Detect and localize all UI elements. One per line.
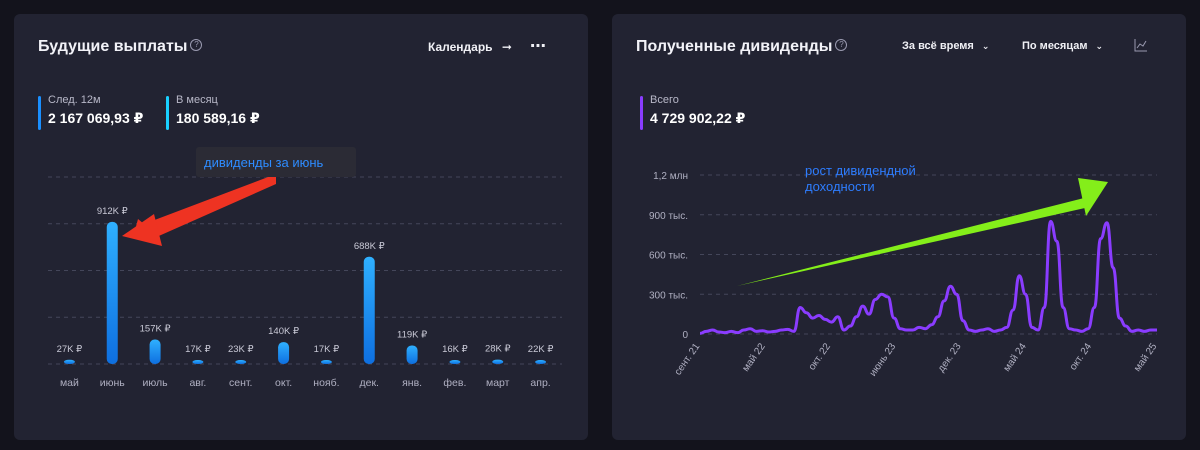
- panel-title: Полученные дивиденды?: [636, 38, 848, 56]
- period-dropdown[interactable]: За всё время ⌄: [902, 40, 989, 52]
- stat-marker: [38, 96, 41, 130]
- y-tick-label: 900 тыс.: [649, 211, 688, 222]
- grouping-dropdown-value: По месяцам: [1022, 40, 1088, 52]
- bar: [63, 359, 75, 364]
- stat-value: 180 589,16 ₽: [176, 110, 260, 126]
- annotation-box: [196, 147, 356, 177]
- bar: [106, 221, 118, 364]
- bar: [320, 360, 332, 364]
- stat-marker: [166, 96, 169, 130]
- help-icon[interactable]: ?: [835, 39, 848, 51]
- bar-data-label: 140K ₽: [268, 326, 299, 337]
- x-tick-label: май 24: [1002, 341, 1030, 374]
- red-arrow: [134, 174, 276, 239]
- x-tick-label: окт. 22: [807, 341, 834, 372]
- bar-data-label: 157K ₽: [140, 324, 171, 335]
- bar-data-label: 28K ₽: [485, 344, 511, 355]
- bar-data-label: 688K ₽: [354, 241, 385, 252]
- future-payments-panel: Будущие выплаты? Календарь ➞ ⋯ След. 12м…: [14, 14, 588, 440]
- grouping-dropdown[interactable]: По месяцам ⌄: [1022, 40, 1103, 52]
- green-arrow-head: [1078, 178, 1108, 216]
- bar: [406, 345, 418, 364]
- y-tick-label: 1,2 млн: [653, 171, 688, 182]
- stat-value: 2 167 069,93 ₽: [48, 110, 144, 126]
- line-chart-icon-glyph: [1134, 39, 1147, 52]
- x-tick-label: июль: [143, 377, 169, 389]
- stat-label: В месяц: [176, 94, 218, 106]
- bar-data-label: 22K ₽: [528, 344, 554, 355]
- x-tick-label: июнь 23: [868, 341, 899, 379]
- bar: [192, 360, 204, 364]
- x-tick-label: май 22: [740, 341, 768, 374]
- annotation-growth: рост дивидендной доходности: [805, 163, 916, 194]
- y-tick-label: 300 тыс.: [649, 290, 688, 301]
- x-tick-label: апр.: [530, 377, 550, 389]
- line-chart-icon[interactable]: [1134, 38, 1148, 55]
- x-tick-label: март: [486, 377, 510, 389]
- chevron-down-icon: ⌄: [1095, 41, 1104, 51]
- x-tick-label: сент. 21: [673, 341, 703, 377]
- received-dividends-panel: Полученные дивиденды? За всё время ⌄ По …: [612, 14, 1186, 440]
- calendar-label: Календарь: [428, 40, 493, 54]
- x-tick-label: окт. 24: [1068, 341, 1095, 372]
- stat-marker: [640, 96, 643, 130]
- dividends-line: [699, 219, 1157, 335]
- bar-data-label: 27K ₽: [57, 344, 83, 355]
- calendar-button[interactable]: Календарь ➞: [428, 40, 512, 54]
- bar: [363, 256, 375, 364]
- panel-title-text: Полученные дивиденды: [636, 38, 833, 55]
- panel-title-text: Будущие выплаты: [38, 38, 188, 55]
- chevron-down-icon: ⌄: [981, 41, 990, 51]
- bar: [449, 360, 461, 364]
- x-tick-label: авг.: [189, 377, 206, 389]
- panel-title: Будущие выплаты?: [38, 38, 203, 56]
- x-tick-label: июнь: [100, 377, 126, 389]
- bar-data-label: 912K ₽: [97, 206, 128, 217]
- x-tick-label: май: [60, 377, 79, 389]
- x-tick-label: сент.: [229, 377, 252, 389]
- stat-total: Всего 4 729 902,22 ₽: [640, 94, 746, 130]
- stat-value: 4 729 902,22 ₽: [650, 110, 746, 126]
- help-icon[interactable]: ?: [190, 39, 203, 51]
- received-dividends-chart: 0 300 тыс. 600 тыс. 900 тыс. 1,2 млн сент. 21…: [649, 171, 1160, 379]
- stat-per-month: В месяц 180 589,16 ₽: [166, 94, 260, 130]
- period-dropdown-value: За всё время: [902, 40, 974, 52]
- bar-data-label: 23K ₽: [228, 344, 254, 355]
- bar: [149, 339, 161, 364]
- bar-data-label: 16K ₽: [442, 344, 468, 355]
- bar: [492, 359, 504, 364]
- x-tick-label: дек. 23: [936, 341, 964, 374]
- bar-data-label: 119K ₽: [397, 329, 427, 340]
- x-tick-label: янв.: [402, 377, 422, 389]
- annotation-june: дивиденды за июнь: [204, 155, 324, 170]
- x-tick-label: нояб.: [313, 377, 339, 389]
- more-dots-icon[interactable]: ⋯: [530, 38, 547, 55]
- future-payments-chart: 27K ₽ май 912K ₽ июнь 157K ₽ июль 17K ₽ авг. 23K…: [48, 174, 562, 389]
- y-tick-label: 600 тыс.: [649, 251, 688, 262]
- green-arrow: [737, 197, 1088, 286]
- red-arrow-head: [122, 214, 162, 246]
- x-tick-label: фев.: [443, 377, 466, 389]
- bar: [535, 360, 547, 364]
- bar-data-label: 17K ₽: [185, 344, 211, 355]
- x-tick-label: май 25: [1132, 341, 1160, 374]
- x-tick-label: окт.: [275, 377, 292, 389]
- bar: [278, 342, 290, 364]
- bar-data-label: 17K ₽: [314, 344, 340, 355]
- x-tick-label: дек.: [360, 377, 379, 389]
- stat-label: Всего: [650, 94, 679, 106]
- y-tick-label: 0: [682, 330, 688, 341]
- stat-label: След. 12м: [48, 94, 101, 106]
- bar: [235, 360, 247, 364]
- stat-next-12m: След. 12м 2 167 069,93 ₽: [38, 94, 144, 130]
- arrow-right-icon: ➞: [501, 40, 512, 54]
